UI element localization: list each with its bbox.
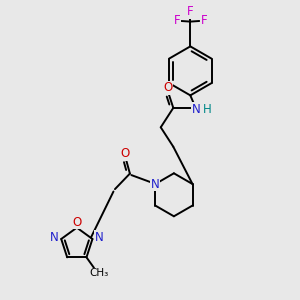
Text: H: H <box>203 103 212 116</box>
Text: N: N <box>95 231 103 244</box>
Text: N: N <box>192 103 200 116</box>
Text: F: F <box>187 5 194 18</box>
Text: O: O <box>163 81 172 94</box>
Text: F: F <box>174 14 180 27</box>
Text: N: N <box>50 231 59 244</box>
Text: F: F <box>200 14 207 27</box>
Text: CH₃: CH₃ <box>89 268 109 278</box>
Text: O: O <box>72 216 82 229</box>
Text: N: N <box>151 178 160 190</box>
Text: O: O <box>121 147 130 160</box>
